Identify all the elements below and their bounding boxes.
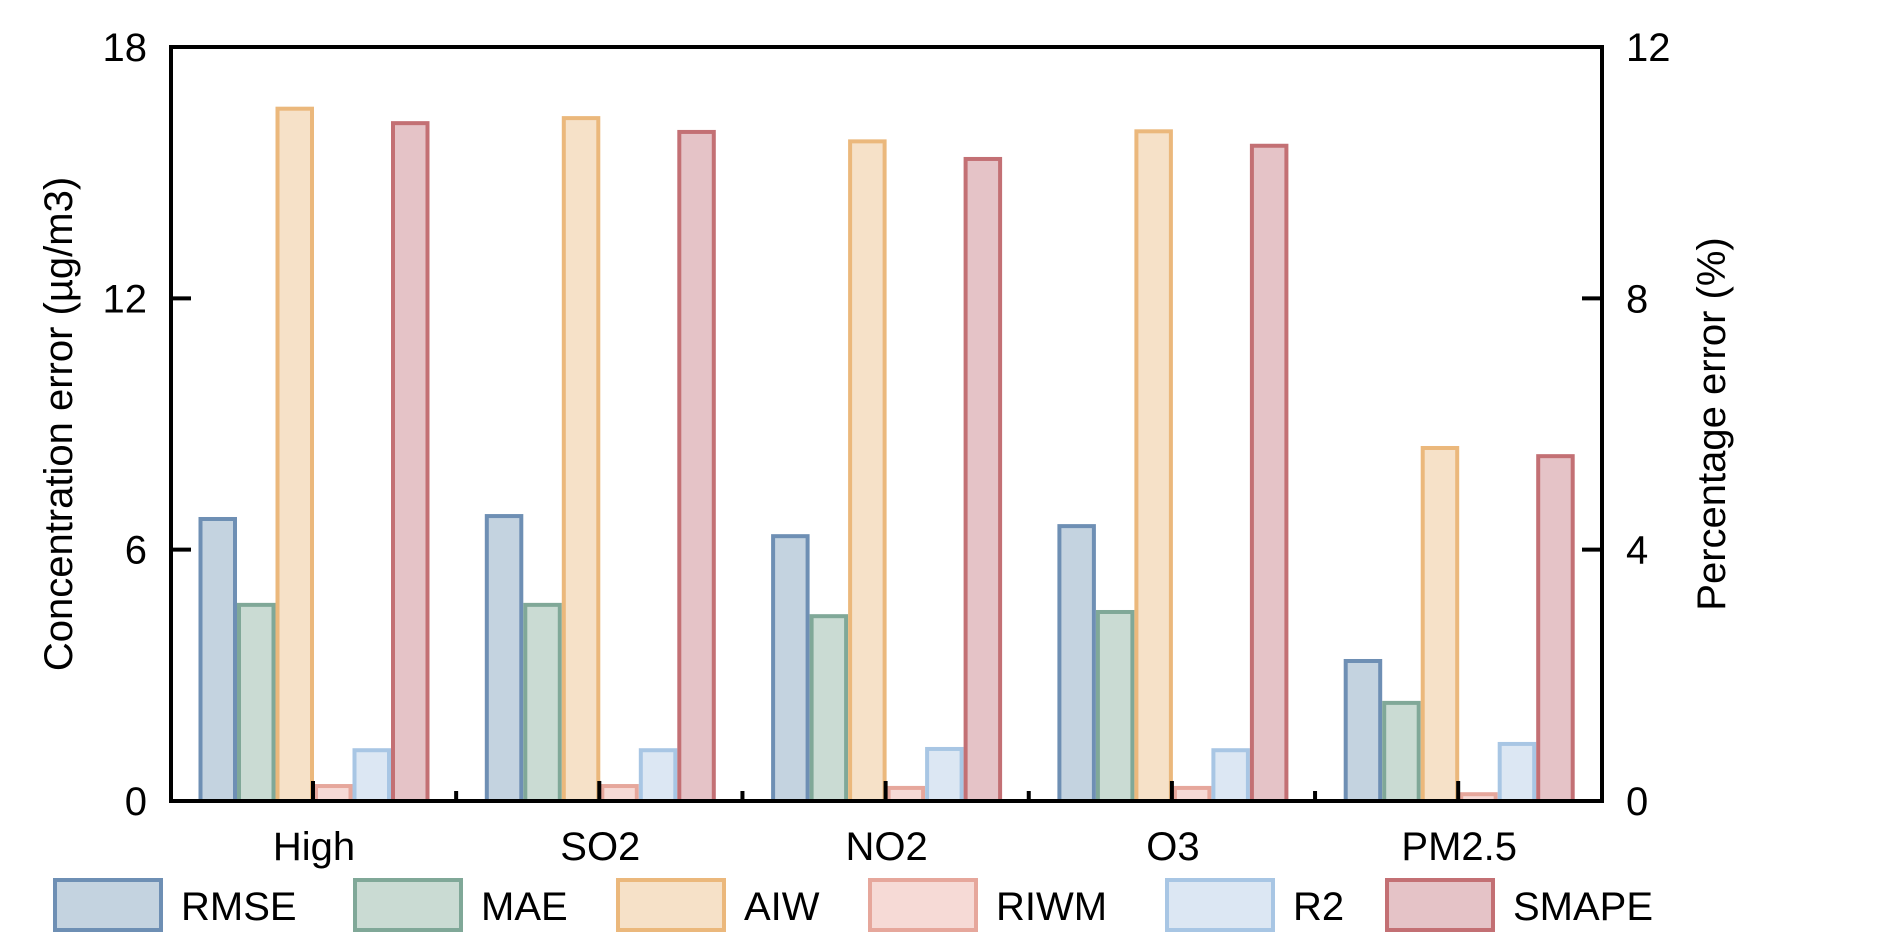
legend-label: RMSE bbox=[181, 885, 297, 929]
bar-group-o3 bbox=[1057, 129, 1289, 804]
legend-swatch bbox=[1165, 878, 1275, 932]
legend-item-aiw: AIW bbox=[616, 878, 820, 932]
bar-smape bbox=[1536, 454, 1575, 803]
bar-mae bbox=[523, 602, 562, 803]
bar-mae bbox=[237, 602, 276, 803]
bar-group-no2 bbox=[771, 139, 1003, 804]
bars-layer bbox=[198, 106, 1575, 804]
bar-aiw bbox=[561, 116, 601, 804]
right-axis-ticks: 0 4 8 12 bbox=[1582, 26, 1671, 824]
bar-rmse bbox=[1343, 658, 1383, 803]
legend-label: AIW bbox=[744, 885, 820, 929]
bar-r2 bbox=[638, 748, 678, 803]
bar-r2 bbox=[352, 748, 391, 803]
category-label: SO2 bbox=[560, 825, 640, 869]
category-label: NO2 bbox=[845, 825, 927, 869]
y-right-tick-label: 8 bbox=[1626, 277, 1648, 321]
right-axis-title: Percentage error (%) bbox=[1690, 237, 1734, 610]
bar-aiw bbox=[1134, 129, 1173, 804]
legend-swatch bbox=[616, 878, 726, 932]
legend: RMSE MAE AIW RIWM R2 SMAPE bbox=[53, 878, 1653, 932]
category-labels: High SO2 NO2 O3 PM2.5 bbox=[273, 825, 1517, 869]
bar-aiw bbox=[275, 106, 314, 804]
bar-mae bbox=[809, 614, 849, 803]
legend-swatch bbox=[1385, 878, 1495, 932]
legend-item-riwm: RIWM bbox=[868, 878, 1107, 932]
bar-riwm bbox=[314, 784, 353, 803]
y-tick-label: 6 bbox=[125, 529, 147, 573]
legend-swatch bbox=[868, 878, 978, 932]
axes-layer bbox=[169, 45, 1604, 803]
bar-rmse bbox=[771, 534, 810, 803]
legend-swatch bbox=[53, 878, 163, 932]
bar-smape bbox=[391, 121, 430, 804]
bar-group-so2 bbox=[484, 116, 716, 804]
bar-mae bbox=[1382, 700, 1421, 803]
y-tick-label: 12 bbox=[103, 277, 148, 321]
bar-rmse bbox=[1057, 524, 1096, 803]
bar-aiw bbox=[848, 139, 887, 804]
bar-group-high bbox=[198, 106, 430, 804]
legend-item-mae: MAE bbox=[353, 878, 568, 932]
category-label: O3 bbox=[1146, 825, 1199, 869]
bar-aiw bbox=[1420, 445, 1460, 803]
bar-group-pm25 bbox=[1343, 445, 1575, 803]
left-axis-title: Concentration error (µg/m3) bbox=[37, 177, 81, 671]
legend-item-rmse: RMSE bbox=[53, 878, 297, 932]
legend-label: MAE bbox=[481, 885, 568, 929]
legend-label: RIWM bbox=[996, 885, 1107, 929]
left-axis-ticks: 0 6 12 18 bbox=[103, 26, 191, 824]
y-tick-label: 0 bbox=[125, 780, 147, 824]
category-label: High bbox=[273, 825, 355, 869]
legend-label: R2 bbox=[1293, 885, 1344, 929]
bar-r2 bbox=[925, 746, 964, 803]
y-right-tick-label: 0 bbox=[1626, 780, 1648, 824]
legend-swatch bbox=[353, 878, 463, 932]
y-right-tick-label: 4 bbox=[1626, 529, 1648, 573]
bar-r2 bbox=[1497, 741, 1537, 803]
legend-label: SMAPE bbox=[1513, 885, 1653, 929]
bar-smape bbox=[963, 156, 1003, 804]
category-label: PM2.5 bbox=[1401, 825, 1517, 869]
bar-smape bbox=[1249, 143, 1289, 804]
bar-r2 bbox=[1211, 748, 1250, 803]
y-right-tick-label: 12 bbox=[1626, 26, 1671, 70]
legend-item-smape: SMAPE bbox=[1385, 878, 1653, 932]
bar-riwm bbox=[600, 784, 639, 803]
bar-rmse bbox=[198, 516, 237, 803]
y-tick-label: 18 bbox=[103, 26, 148, 70]
bar-rmse bbox=[484, 514, 524, 803]
bar-smape bbox=[677, 129, 716, 803]
bar-mae bbox=[1095, 609, 1135, 804]
legend-item-r2: R2 bbox=[1165, 878, 1344, 932]
